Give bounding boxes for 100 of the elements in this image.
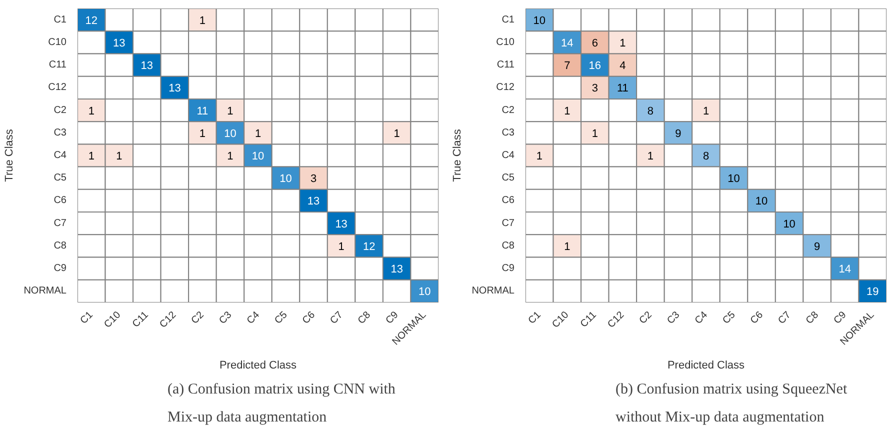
x-tick-label: C3 [665, 309, 682, 326]
data-label: 7 [564, 60, 570, 72]
x-tick-label: C8 [804, 309, 822, 326]
data-label: 12 [85, 14, 98, 27]
y-tick-label: C12 [48, 82, 67, 94]
data-label: 13 [335, 218, 348, 230]
x-tick-label: C11 [578, 309, 600, 330]
text: (b) Confusion matrix using SqueezNet without Mix-up data augmentation [616, 382, 848, 426]
data-label: 1 [227, 105, 234, 118]
y-tick-label: C10 [496, 36, 515, 48]
data-label: 11 [616, 82, 628, 95]
y-tick-label: C3 [502, 127, 515, 138]
x-tick-label: C8 [356, 309, 374, 326]
data-label: 10 [728, 173, 740, 186]
x-tick-label: C11 [130, 309, 152, 330]
x-tick-label: C10 [102, 309, 124, 330]
data-label: 6 [592, 37, 598, 50]
data-label: 1 [620, 37, 626, 50]
x-axis-title: Predicted Class [219, 360, 298, 372]
y-tick-label: C3 [54, 127, 67, 138]
data-label: 1 [338, 240, 344, 253]
data-label: 1 [564, 105, 570, 118]
y-tick-label: C5 [502, 172, 515, 184]
data-label: 1 [88, 105, 94, 118]
data-label: 10 [280, 173, 292, 186]
x-tick-label: C1 [78, 309, 96, 326]
data-label: 1 [116, 150, 122, 162]
x-tick-label: C2 [638, 309, 655, 326]
x-tick-label: C7 [328, 309, 346, 326]
y-tick-label: NORMAL [24, 286, 67, 297]
y-tick-label: C1 [502, 14, 515, 26]
x-tick-label: C4 [245, 309, 262, 326]
data-label: 8 [702, 150, 710, 162]
data-label: 1 [536, 150, 542, 162]
data-label: 13 [113, 37, 126, 50]
x-tick-label: C7 [776, 309, 794, 326]
data-label: 12 [362, 240, 376, 253]
data-label: 3 [310, 173, 317, 186]
data-label: 4 [620, 60, 626, 72]
data-label: 16 [588, 60, 602, 72]
data-label: 13 [168, 82, 181, 95]
y-tick-label: C6 [54, 195, 67, 206]
data-label: 14 [561, 37, 574, 50]
x-tick-label: C6 [748, 309, 766, 326]
x-tick-label: C2 [190, 309, 207, 326]
x-tick-label: C12 [606, 309, 627, 330]
y-tick-label: C10 [48, 36, 67, 48]
data-label: 8 [647, 105, 654, 118]
data-label: 1 [394, 128, 400, 140]
data-label: 10 [755, 196, 768, 208]
data-label: 1 [647, 150, 654, 162]
data-label: 13 [140, 60, 154, 72]
x-tick-label: C12 [158, 309, 179, 330]
y-tick-label: C2 [502, 104, 515, 116]
y-tick-label: C12 [496, 82, 515, 94]
y-tick-label: C4 [502, 150, 515, 161]
data-label: 10 [252, 150, 264, 162]
data-label: 10 [533, 14, 546, 27]
data-label: 1 [88, 150, 94, 162]
y-axis-title: True Class [4, 128, 16, 182]
data-label: 1 [199, 14, 206, 27]
x-tick-label: C10 [550, 309, 572, 330]
y-tick-label: C6 [502, 195, 515, 206]
y-tick-label: C1 [54, 14, 67, 26]
data-label: 11 [196, 105, 208, 118]
y-tick-label: NORMAL [472, 286, 515, 297]
y-tick-label: C8 [502, 240, 515, 252]
y-tick-label: C8 [54, 240, 67, 252]
data-label: 1 [592, 128, 598, 140]
y-axis-title: True Class [452, 128, 464, 182]
data-label: 9 [814, 240, 820, 253]
y-tick-label: C9 [502, 263, 515, 274]
data-label: 1 [227, 150, 234, 162]
y-tick-label: C7 [54, 218, 67, 229]
data-label: 1 [702, 105, 710, 118]
y-tick-label: C2 [54, 104, 67, 116]
data-label: 1 [199, 128, 206, 140]
x-tick-label: C5 [720, 309, 738, 326]
y-tick-label: C11 [496, 60, 515, 71]
y-tick-label: C11 [48, 60, 67, 71]
data-label: 14 [838, 264, 851, 276]
data-label: 9 [675, 128, 682, 140]
x-axis-title: Predicted Class [667, 360, 746, 372]
data-label: 3 [592, 82, 598, 95]
y-tick-label: C5 [54, 172, 67, 184]
data-label: 19 [866, 286, 879, 298]
x-tick-label: C3 [217, 309, 234, 326]
data-label: 13 [390, 264, 403, 276]
x-tick-label: C5 [272, 309, 290, 326]
x-tick-label: C6 [300, 309, 318, 326]
y-tick-label: C7 [502, 218, 515, 229]
x-tick-label: C4 [693, 309, 710, 326]
y-tick-label: C9 [54, 263, 67, 274]
data-label: 10 [783, 218, 796, 230]
text: (a) Confusion matrix using CNN with Mix-up data augmentation [168, 382, 396, 426]
data-label: 10 [418, 286, 431, 298]
data-label: 13 [307, 196, 320, 208]
data-label: 10 [224, 128, 236, 140]
data-label: 1 [564, 240, 570, 253]
y-tick-label: C4 [54, 150, 67, 161]
